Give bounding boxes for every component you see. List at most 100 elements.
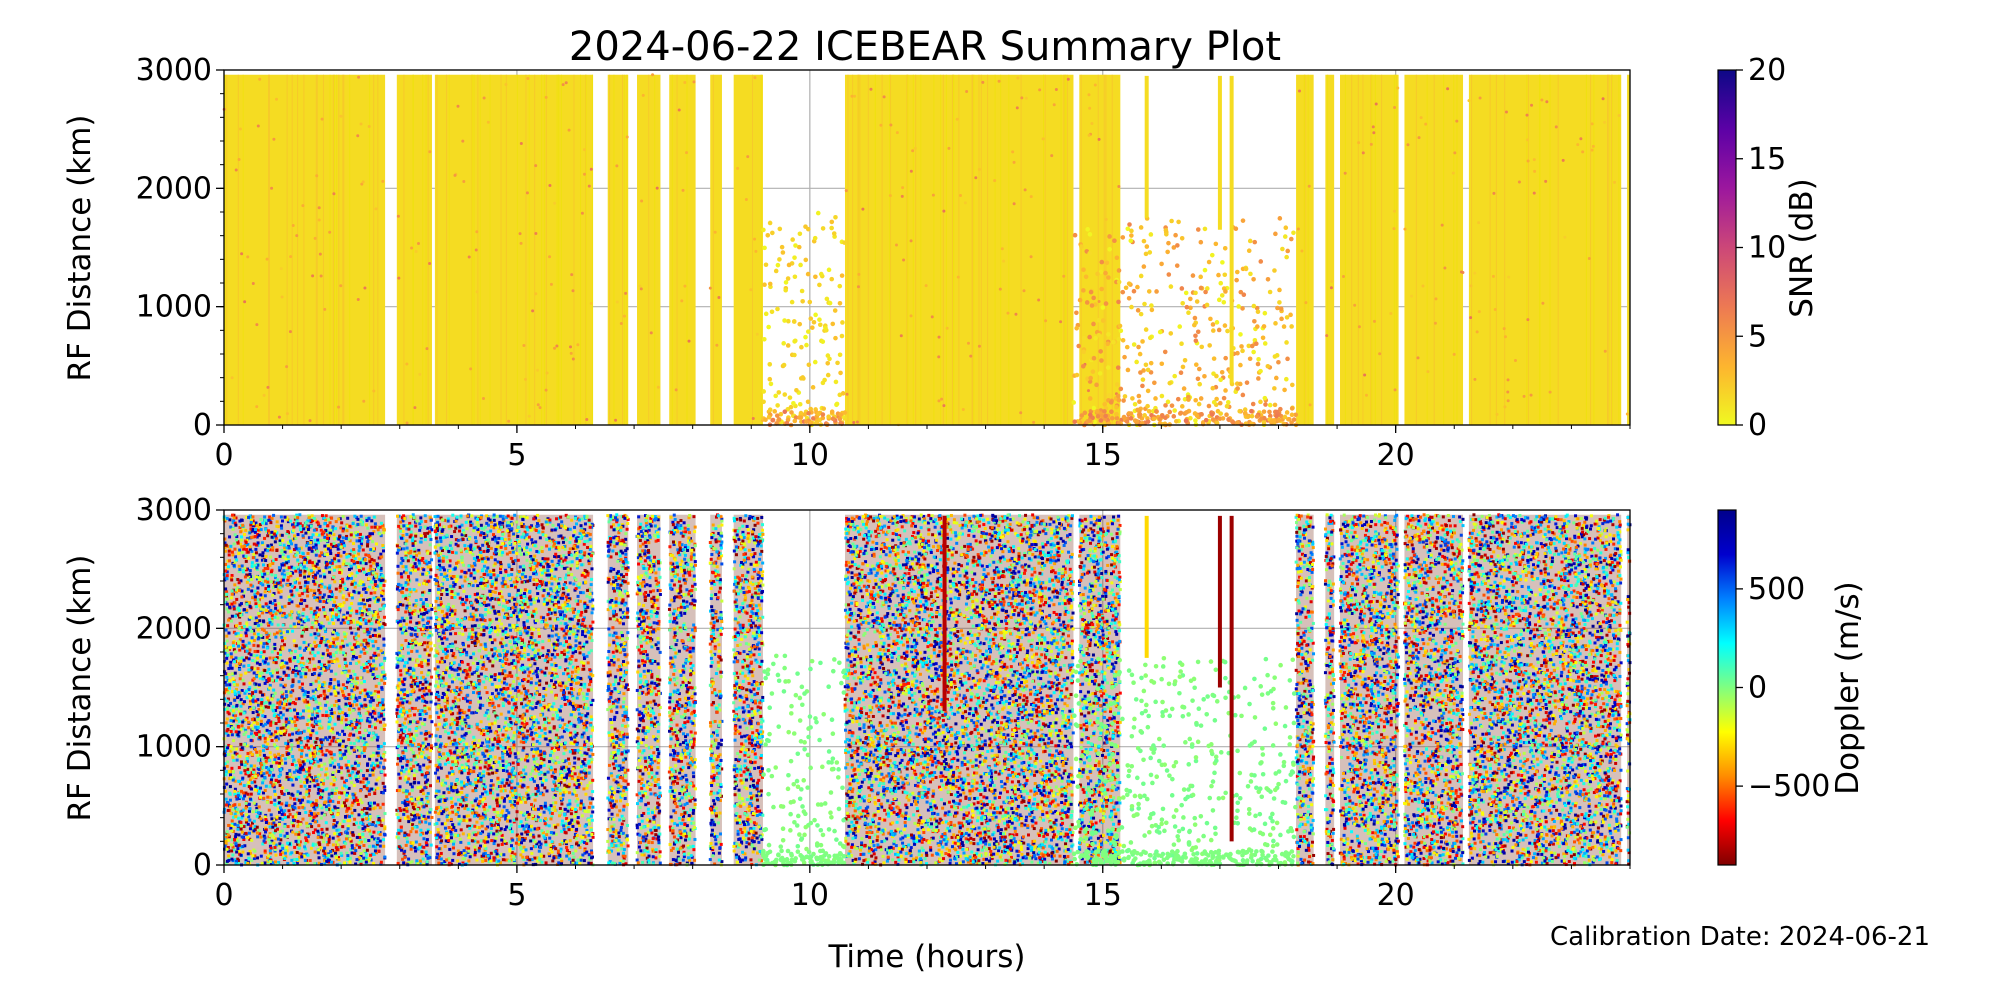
doppler-data-point bbox=[298, 513, 301, 516]
doppler-data-point bbox=[279, 586, 282, 589]
snr-sparse-point bbox=[1117, 337, 1122, 342]
doppler-data-point bbox=[374, 634, 377, 637]
doppler-data-point bbox=[310, 697, 313, 700]
doppler-data-point bbox=[327, 544, 330, 547]
doppler-data-point bbox=[342, 596, 345, 599]
doppler-data-point bbox=[366, 828, 369, 831]
doppler-data-point bbox=[271, 562, 274, 565]
snr-sparse-point bbox=[1163, 415, 1168, 420]
doppler-data-point bbox=[287, 815, 290, 818]
snr-data-point bbox=[1563, 236, 1566, 239]
snr-data-point bbox=[405, 363, 408, 366]
snr-sparse-point bbox=[773, 394, 778, 399]
doppler-data-point bbox=[323, 852, 326, 855]
snr-data-point bbox=[889, 194, 892, 197]
snr-sparse-point bbox=[813, 360, 818, 365]
doppler-data-point bbox=[233, 542, 236, 545]
snr-sparse-point bbox=[1272, 418, 1277, 423]
snr-sparse-point bbox=[1163, 403, 1168, 408]
doppler-data-point bbox=[293, 846, 296, 849]
doppler-data-point bbox=[362, 734, 365, 737]
doppler-data-point bbox=[247, 857, 250, 860]
doppler-data-point bbox=[384, 812, 387, 815]
snr-data-point bbox=[323, 308, 326, 311]
snr-sparse-point bbox=[782, 363, 787, 368]
doppler-data-point bbox=[339, 651, 342, 654]
doppler-data-point bbox=[375, 783, 378, 786]
doppler-data-point bbox=[237, 833, 240, 836]
snr-data-point bbox=[937, 399, 940, 402]
doppler-data-point bbox=[258, 805, 261, 808]
snr-data-point bbox=[536, 369, 539, 372]
doppler-data-point bbox=[323, 593, 326, 596]
doppler-data-point bbox=[323, 545, 326, 548]
doppler-data-point bbox=[235, 624, 238, 627]
doppler-data-point bbox=[287, 825, 290, 828]
snr-sparse-point bbox=[1091, 322, 1096, 327]
snr-data-point bbox=[1507, 378, 1510, 381]
snr-sparse-point bbox=[1220, 370, 1225, 375]
snr-data-band bbox=[710, 75, 722, 425]
doppler-data-point bbox=[273, 643, 276, 646]
doppler-data-point bbox=[229, 661, 232, 664]
doppler-data-point bbox=[363, 785, 366, 788]
snr-data-point bbox=[372, 390, 375, 393]
doppler-data-point bbox=[341, 581, 344, 584]
doppler-data-point bbox=[226, 639, 229, 642]
doppler-data-point bbox=[342, 694, 345, 697]
doppler-data-point bbox=[360, 650, 363, 653]
snr-data-point bbox=[1358, 325, 1361, 328]
snr-sparse-point bbox=[1107, 247, 1112, 252]
snr-sparse-point bbox=[1263, 311, 1268, 316]
doppler-data-point bbox=[248, 810, 251, 813]
doppler-data-point bbox=[325, 808, 328, 811]
snr-data-point bbox=[964, 201, 967, 204]
doppler-data-point bbox=[241, 564, 244, 567]
doppler-data-point bbox=[244, 529, 247, 532]
doppler-data-point bbox=[257, 667, 260, 670]
doppler-data-point bbox=[289, 590, 292, 593]
doppler-data-point bbox=[276, 520, 279, 523]
snr-data-point bbox=[1545, 100, 1548, 103]
doppler-data-point bbox=[237, 552, 240, 555]
snr-sparse-point bbox=[1195, 413, 1200, 418]
doppler-data-point bbox=[295, 644, 298, 647]
snr-sparse-point bbox=[837, 284, 842, 289]
snr-sparse-point bbox=[1196, 227, 1201, 232]
snr-sparse-point bbox=[1197, 382, 1202, 387]
doppler-data-point bbox=[324, 788, 327, 791]
snr-data-point bbox=[1526, 138, 1529, 141]
snr-sparse-point bbox=[1081, 364, 1086, 369]
doppler-data-point bbox=[301, 749, 304, 752]
doppler-data-point bbox=[372, 562, 375, 565]
doppler-data-point bbox=[298, 697, 301, 700]
doppler-data-point bbox=[281, 572, 284, 575]
doppler-data-point bbox=[288, 566, 291, 569]
doppler-data-point bbox=[226, 517, 229, 520]
snr-data-point bbox=[688, 340, 691, 343]
doppler-data-point bbox=[359, 533, 362, 536]
snr-xtick-label: 0 bbox=[214, 438, 233, 473]
snr-sparse-point bbox=[819, 272, 824, 277]
snr-data-point bbox=[454, 174, 457, 177]
doppler-data-point bbox=[236, 808, 239, 811]
doppler-data-point bbox=[264, 590, 267, 593]
snr-sparse-point bbox=[1181, 365, 1186, 370]
doppler-data-point bbox=[373, 802, 376, 805]
doppler-data-point bbox=[266, 534, 269, 537]
doppler-data-point bbox=[353, 784, 356, 787]
doppler-data-point bbox=[311, 514, 314, 517]
snr-data-point bbox=[736, 167, 739, 170]
doppler-data-point bbox=[337, 680, 340, 683]
snr-data-point bbox=[1591, 122, 1594, 125]
doppler-data-point bbox=[247, 664, 250, 667]
snr-sparse-point bbox=[1272, 386, 1277, 391]
snr-data-point bbox=[1363, 374, 1366, 377]
doppler-data-point bbox=[254, 748, 257, 751]
snr-data-point bbox=[900, 334, 903, 337]
doppler-data-point bbox=[322, 667, 325, 670]
snr-sparse-point bbox=[761, 228, 766, 233]
snr-data-point bbox=[482, 397, 485, 400]
doppler-data-point bbox=[338, 707, 341, 710]
snr-sparse-point bbox=[806, 411, 811, 416]
